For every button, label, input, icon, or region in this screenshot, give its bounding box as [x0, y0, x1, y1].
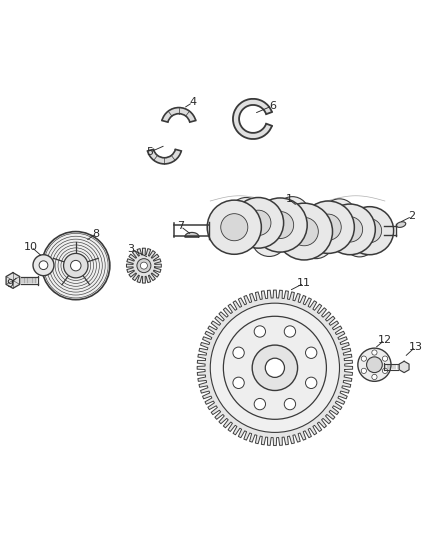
- Circle shape: [382, 368, 388, 374]
- Circle shape: [221, 214, 248, 241]
- Circle shape: [252, 222, 287, 256]
- Circle shape: [337, 217, 363, 242]
- Circle shape: [361, 368, 367, 374]
- Text: 11: 11: [297, 278, 311, 288]
- Circle shape: [367, 357, 382, 373]
- Circle shape: [71, 261, 81, 271]
- Circle shape: [64, 253, 88, 278]
- Circle shape: [223, 316, 326, 419]
- Text: 1: 1: [286, 194, 292, 204]
- Circle shape: [137, 259, 151, 272]
- Circle shape: [298, 224, 333, 259]
- Circle shape: [141, 262, 148, 269]
- Circle shape: [39, 261, 48, 270]
- Circle shape: [253, 198, 307, 252]
- Circle shape: [284, 399, 296, 410]
- Polygon shape: [233, 99, 272, 139]
- Text: 5: 5: [147, 147, 153, 157]
- Polygon shape: [6, 272, 20, 288]
- Circle shape: [315, 214, 341, 240]
- Circle shape: [372, 374, 377, 379]
- Circle shape: [230, 198, 263, 231]
- Polygon shape: [185, 232, 199, 237]
- Text: 13: 13: [409, 342, 423, 352]
- Circle shape: [252, 345, 297, 391]
- Circle shape: [382, 356, 388, 361]
- Text: 6: 6: [269, 101, 276, 111]
- Text: 3: 3: [127, 244, 134, 254]
- Circle shape: [358, 348, 391, 381]
- Circle shape: [361, 356, 367, 361]
- Text: 10: 10: [24, 242, 38, 252]
- Text: 12: 12: [378, 335, 392, 345]
- Circle shape: [302, 201, 354, 253]
- Circle shape: [323, 199, 356, 231]
- Circle shape: [42, 231, 110, 300]
- Text: 8: 8: [92, 229, 99, 239]
- Circle shape: [306, 377, 317, 389]
- Circle shape: [276, 203, 332, 260]
- Circle shape: [357, 219, 381, 243]
- Text: 4: 4: [189, 98, 196, 107]
- Circle shape: [254, 326, 265, 337]
- Text: 7: 7: [177, 221, 184, 231]
- Polygon shape: [197, 290, 353, 446]
- Polygon shape: [399, 361, 409, 373]
- Text: 2: 2: [408, 211, 416, 221]
- Polygon shape: [148, 149, 181, 164]
- Circle shape: [233, 377, 244, 389]
- Text: 9: 9: [7, 279, 14, 289]
- Circle shape: [325, 204, 375, 255]
- Circle shape: [210, 303, 339, 432]
- Circle shape: [207, 200, 261, 254]
- Circle shape: [265, 358, 285, 377]
- Circle shape: [306, 347, 317, 358]
- Circle shape: [284, 326, 296, 337]
- Circle shape: [233, 347, 244, 358]
- Circle shape: [246, 210, 271, 236]
- Circle shape: [290, 217, 318, 246]
- Circle shape: [372, 350, 377, 355]
- Circle shape: [267, 212, 293, 239]
- Ellipse shape: [396, 222, 406, 228]
- Circle shape: [33, 255, 54, 276]
- Circle shape: [254, 399, 265, 410]
- Circle shape: [344, 225, 375, 257]
- Polygon shape: [127, 248, 161, 283]
- Circle shape: [346, 207, 394, 255]
- Circle shape: [276, 197, 309, 230]
- Circle shape: [233, 198, 284, 248]
- Polygon shape: [162, 108, 196, 122]
